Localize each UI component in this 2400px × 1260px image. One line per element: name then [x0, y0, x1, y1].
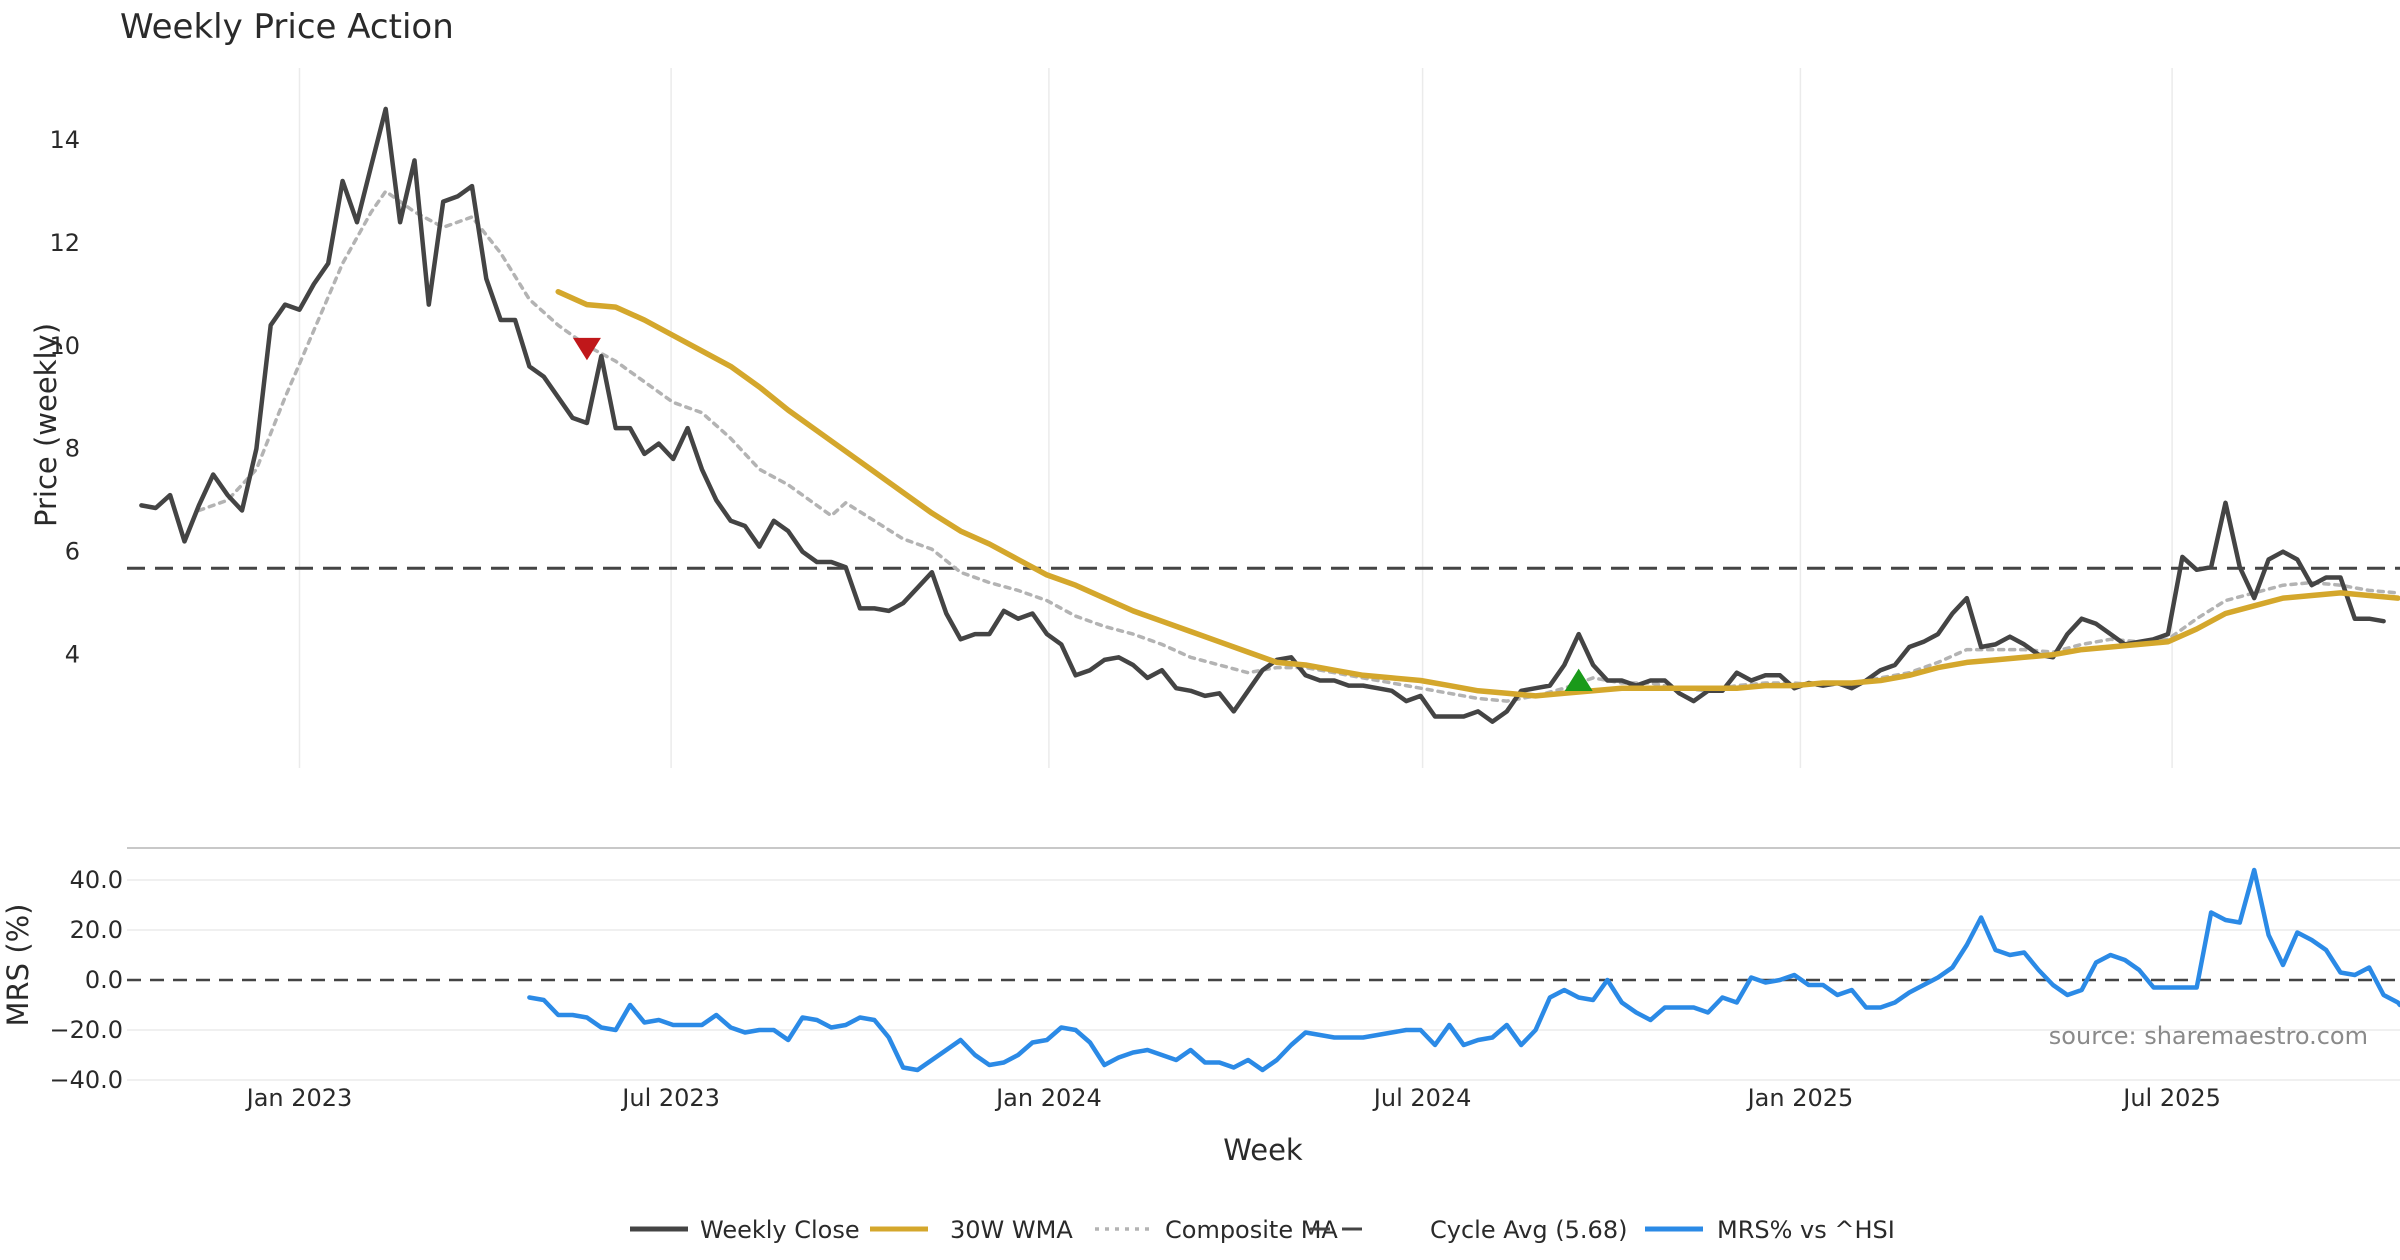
mrs-y-axis-title: MRS (%) [1, 904, 35, 1027]
mrs-y-ticks: 40.0 20.0 0.0 −20.0 −40.0 [49, 866, 123, 1094]
mrs-ytick-label: 40.0 [70, 866, 123, 894]
chart-title: Weekly Price Action [120, 7, 454, 47]
x-axis-ticks: Jan 2023 Jul 2023 Jan 2024 Jul 2024 Jan 2025… [245, 1084, 2221, 1112]
source-label: source: sharemaestro.com [2049, 1022, 2368, 1050]
mrs-panel-series [527, 867, 2400, 1073]
x-axis-title: Week [1223, 1133, 1303, 1167]
x-tick-label: Jan 2025 [1746, 1084, 1854, 1112]
x-tick-label: Jul 2025 [2121, 1084, 2221, 1112]
series-line-composite-ma [197, 189, 2400, 703]
x-tick-label: Jan 2023 [245, 1084, 353, 1112]
x-tick-label: Jul 2024 [1372, 1084, 1472, 1112]
price-ytick-label: 8 [65, 435, 80, 463]
buy-signal-marker [1564, 668, 1593, 691]
mrs-ytick-label: −20.0 [49, 1016, 123, 1044]
price-ytick-label: 4 [65, 641, 80, 669]
series-line-30w-wma [555, 288, 2400, 699]
x-tick-label: Jan 2024 [994, 1084, 1102, 1112]
price-ytick-label: 14 [49, 126, 80, 154]
mrs-ytick-label: −40.0 [49, 1066, 123, 1094]
legend-label-2: Composite MA [1165, 1216, 1338, 1244]
legend-label-4: MRS% vs ^HSI [1717, 1216, 1895, 1244]
mrs-ytick-label: 0.0 [85, 966, 123, 994]
legend-label-3: Cycle Avg (5.68) [1430, 1216, 1627, 1244]
legend: Weekly Close 30W WMA Composite MA Cycle Avg… [630, 1216, 1895, 1244]
price-ytick-label: 6 [65, 538, 80, 566]
price-y-ticks: 4 6 8 10 12 14 [49, 126, 80, 669]
sell-signal-marker [572, 337, 601, 361]
price-ytick-label: 10 [49, 332, 80, 360]
mrs-panel-grid [127, 879, 2400, 1081]
legend-label-1: 30W WMA [950, 1216, 1073, 1244]
legend-label-0: Weekly Close [700, 1216, 860, 1244]
series-line-weekly-close [139, 106, 2386, 724]
price-y-axis-title: Price (weekly) [29, 323, 63, 527]
price-panel-grid [298, 68, 2173, 768]
price-panel-series [139, 106, 2400, 724]
price-ytick-label: 12 [49, 229, 80, 257]
x-tick-label: Jul 2023 [620, 1084, 720, 1112]
series-line-mrs-vs-hsi [527, 867, 2400, 1073]
mrs-ytick-label: 20.0 [70, 916, 123, 944]
signal-markers [572, 337, 1593, 691]
